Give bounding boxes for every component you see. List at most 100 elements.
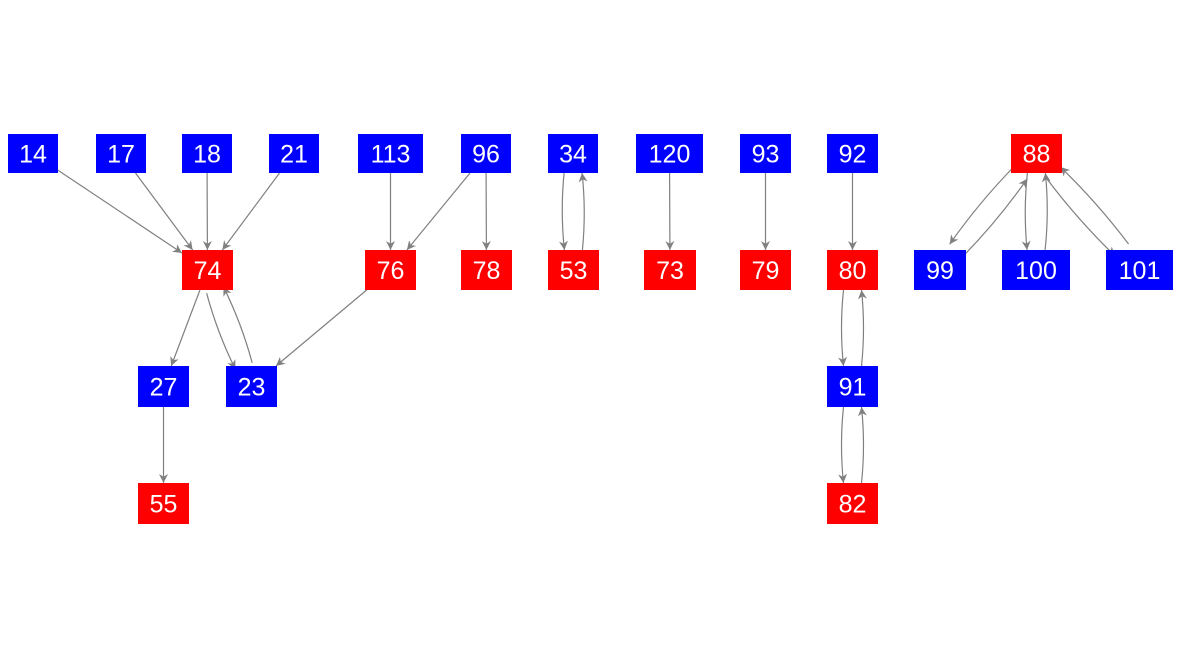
node-box (96, 134, 146, 173)
node-box (138, 483, 189, 524)
node-78[interactable]: 78 (461, 250, 512, 290)
node-18[interactable]: 18 (182, 134, 232, 173)
node-14[interactable]: 14 (8, 134, 58, 173)
node-box (740, 250, 791, 290)
node-label: 80 (839, 257, 867, 285)
node-53[interactable]: 53 (548, 250, 599, 290)
node-box (365, 250, 416, 290)
node-box (461, 134, 511, 173)
node-box (1011, 134, 1062, 173)
node-17[interactable]: 17 (96, 134, 146, 173)
node-box (827, 134, 878, 173)
node-box (548, 250, 599, 290)
edge-23-to-74 (222, 286, 253, 363)
edge-88-to-100 (1021, 172, 1031, 251)
node-label: 76 (377, 257, 405, 285)
node-label: 101 (1119, 257, 1161, 285)
node-label: 82 (839, 491, 867, 519)
node-box (827, 483, 878, 524)
node-label: 113 (371, 141, 411, 169)
edge-14-to-74 (57, 169, 183, 254)
node-label: 23 (238, 374, 266, 402)
node-label: 53 (560, 257, 588, 285)
node-box (827, 366, 878, 407)
node-label: 17 (107, 141, 135, 169)
edge-17-to-74 (134, 172, 194, 251)
node-box (740, 134, 791, 173)
edge-91-to-80 (857, 289, 867, 367)
node-box (636, 134, 703, 173)
node-113[interactable]: 113 (358, 134, 423, 173)
edge-88-to-101 (1046, 178, 1116, 257)
node-76[interactable]: 76 (365, 250, 416, 290)
node-box (269, 134, 319, 173)
node-label: 96 (472, 141, 500, 169)
node-box (461, 250, 512, 290)
node-label: 55 (150, 491, 178, 519)
node-100[interactable]: 100 (1002, 250, 1070, 290)
node-99[interactable]: 99 (914, 250, 966, 290)
node-55[interactable]: 55 (138, 483, 189, 524)
node-box (548, 134, 598, 173)
node-label: 14 (19, 141, 47, 169)
node-79[interactable]: 79 (740, 250, 791, 290)
edge-76-to-23 (275, 289, 368, 367)
node-label: 34 (559, 141, 587, 169)
edge-99-to-88 (963, 178, 1028, 257)
edge-100-to-88 (1041, 172, 1051, 251)
node-box (914, 250, 966, 290)
edge-74-to-27 (170, 289, 201, 367)
edge-101-to-88 (1060, 166, 1130, 245)
node-box (182, 250, 233, 290)
node-label: 74 (194, 257, 222, 285)
node-box (8, 134, 58, 173)
node-label: 100 (1015, 257, 1057, 285)
node-label: 91 (839, 374, 867, 402)
node-label: 99 (926, 257, 954, 285)
node-label: 21 (280, 141, 308, 169)
node-21[interactable]: 21 (269, 134, 319, 173)
edge-96-to-76 (406, 172, 471, 251)
edge-34-to-53 (558, 172, 568, 251)
node-73[interactable]: 73 (644, 250, 696, 290)
nodes: 14 17 18 21 113 96 34 120 93 92 88 74 76 78 53 73 79 80 99… (8, 134, 1173, 524)
node-box (138, 366, 189, 407)
node-box (1106, 250, 1173, 290)
node-120[interactable]: 120 (636, 134, 703, 173)
node-box (644, 250, 696, 290)
node-74[interactable]: 74 (182, 250, 233, 290)
edge-80-to-91 (838, 289, 848, 367)
node-23[interactable]: 23 (226, 366, 277, 407)
edge-21-to-74 (221, 172, 281, 251)
node-92[interactable]: 92 (827, 134, 878, 173)
node-box (182, 134, 232, 173)
node-label: 92 (839, 141, 867, 169)
node-34[interactable]: 34 (548, 134, 598, 173)
node-88[interactable]: 88 (1011, 134, 1062, 173)
node-label: 79 (752, 257, 780, 285)
node-label: 120 (649, 141, 691, 169)
edge-53-to-34 (578, 172, 588, 251)
node-101[interactable]: 101 (1106, 250, 1173, 290)
node-93[interactable]: 93 (740, 134, 791, 173)
edge-82-to-91 (857, 406, 867, 484)
node-27[interactable]: 27 (138, 366, 189, 407)
node-box (226, 366, 277, 407)
node-box (1002, 250, 1070, 290)
edges (57, 166, 1130, 484)
node-96[interactable]: 96 (461, 134, 511, 173)
node-label: 27 (150, 374, 178, 402)
node-label: 78 (473, 257, 501, 285)
node-box (358, 134, 423, 173)
node-80[interactable]: 80 (827, 250, 878, 290)
node-box (827, 250, 878, 290)
edge-91-to-82 (838, 406, 848, 484)
node-label: 18 (193, 141, 221, 169)
node-91[interactable]: 91 (827, 366, 878, 407)
node-label: 93 (752, 141, 780, 169)
edge-88-to-99 (949, 166, 1014, 245)
node-label: 88 (1023, 141, 1051, 169)
node-82[interactable]: 82 (827, 483, 878, 524)
